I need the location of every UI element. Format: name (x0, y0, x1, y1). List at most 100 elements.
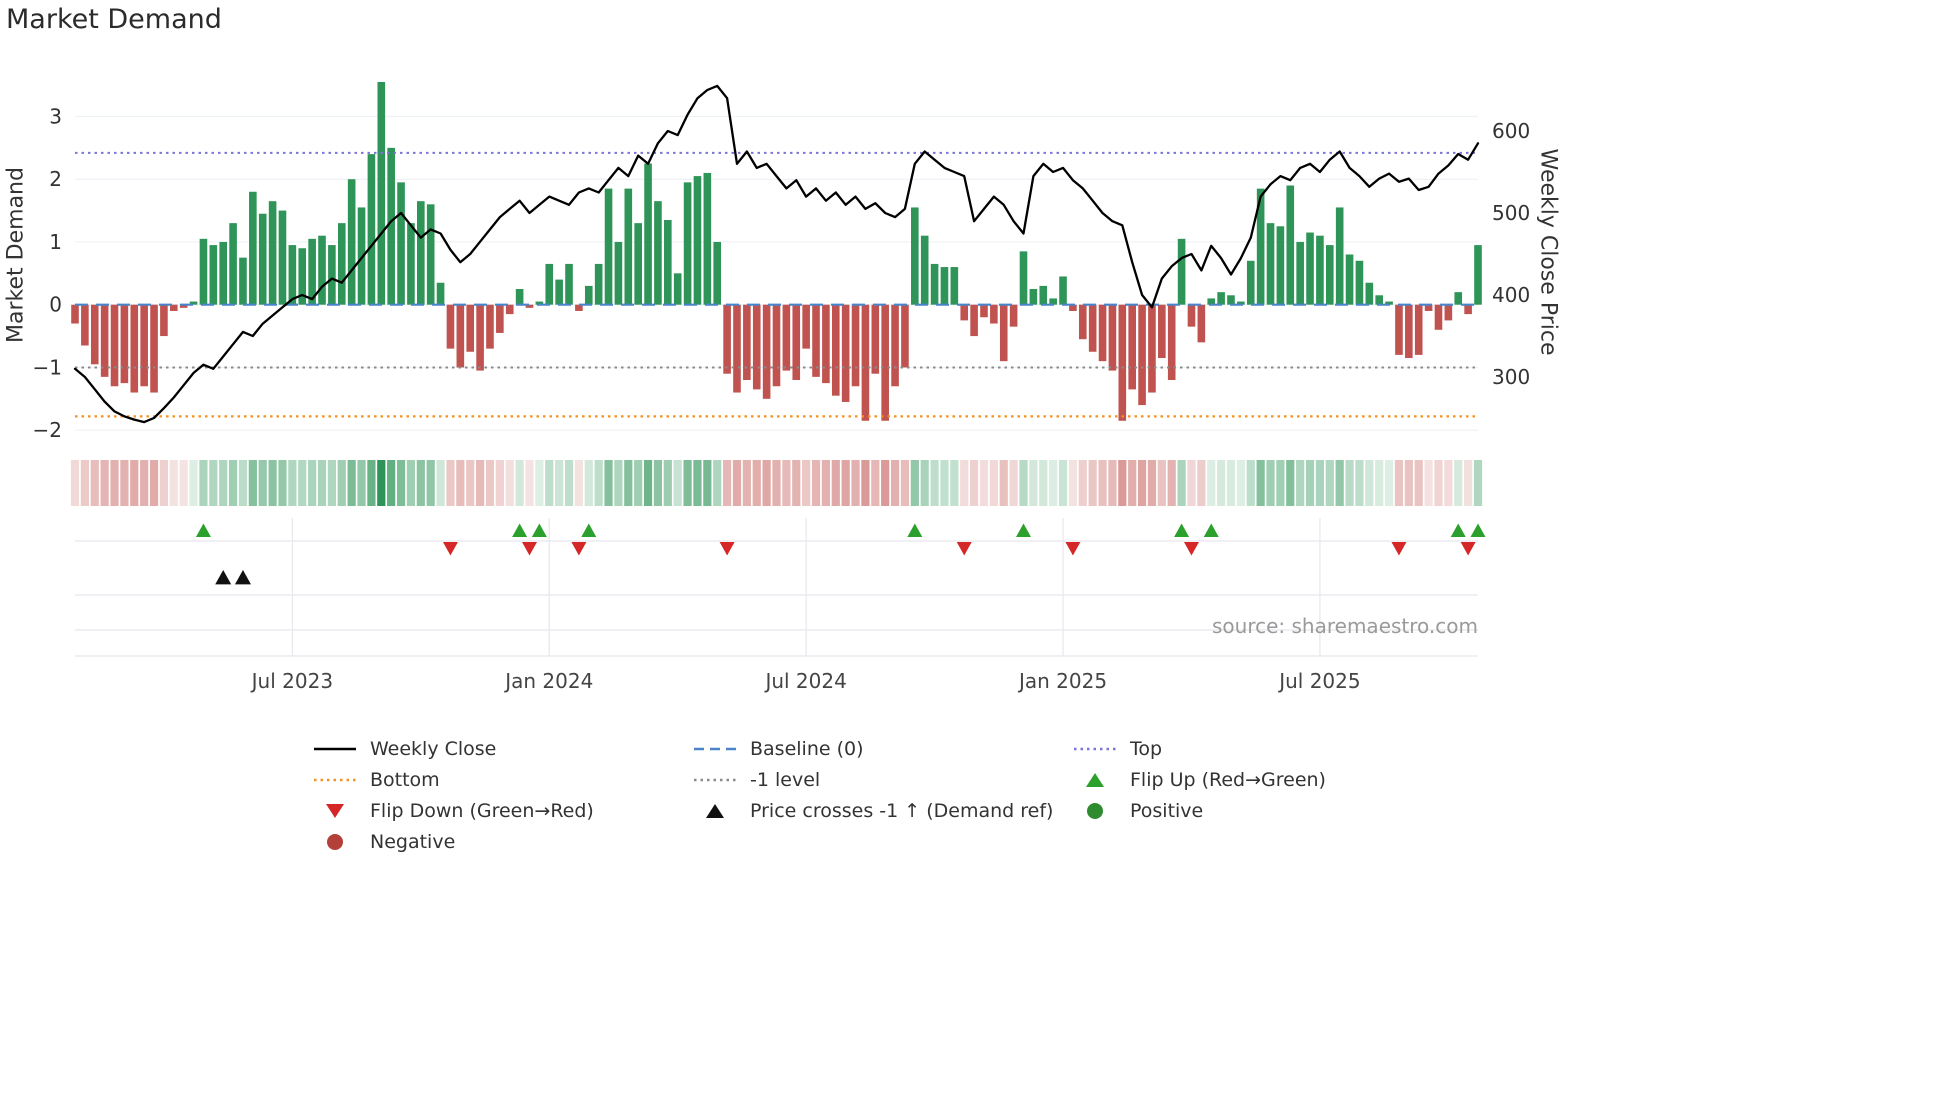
heatmap-cell (228, 460, 238, 506)
legend-label: Baseline (0) (750, 738, 864, 760)
demand-bar-positive (1454, 292, 1463, 305)
demand-bar-negative (1009, 304, 1018, 327)
demand-bar-positive (1355, 260, 1364, 305)
demand-bar-negative (733, 304, 741, 393)
demand-bar-positive (278, 210, 287, 305)
demand-bar-positive (1019, 251, 1028, 305)
demand-bar-positive (249, 191, 257, 305)
demand-bar-negative (496, 304, 504, 333)
dotted-line-icon (692, 770, 738, 790)
demand-bar-positive (426, 204, 435, 305)
demand-bar-negative (822, 304, 830, 384)
demand-bar-negative (1148, 304, 1156, 393)
demand-bar-negative (831, 304, 840, 396)
heatmap-cell (693, 460, 702, 506)
heatmap-cell (1266, 460, 1275, 506)
demand-bar-negative (1069, 304, 1077, 311)
heatmap-cell (940, 460, 949, 506)
flip-up-marker (531, 523, 547, 537)
heatmap-cell (1246, 460, 1255, 506)
heatmap-cell (851, 460, 860, 506)
heatmap-cell (900, 460, 910, 506)
heatmap-cell (258, 460, 267, 506)
demand-bar-negative (861, 304, 870, 421)
heatmap-cell (199, 460, 208, 506)
y-right-tick-label: 500 (1492, 201, 1530, 225)
x-tick-label: Jul 2025 (1277, 669, 1360, 693)
flip-up-marker (1174, 523, 1190, 537)
heatmap-cell (238, 460, 248, 506)
heatmap-cell (525, 460, 534, 506)
heatmap-cell (169, 460, 178, 506)
heatmap-cell (70, 460, 80, 506)
demand-bar-positive (1217, 292, 1225, 305)
heatmap-cell (881, 460, 890, 506)
heatmap-cell (792, 460, 801, 506)
demand-bar-positive (357, 207, 366, 305)
heatmap-cell (1444, 460, 1453, 506)
demand-bar-positive (1207, 298, 1216, 305)
heatmap-cell (683, 460, 692, 506)
demand-bar-positive (693, 176, 702, 305)
flip-up-marker (1470, 523, 1486, 537)
demand-bar-positive (1039, 285, 1048, 305)
heatmap-cell (802, 460, 811, 506)
heatmap-cell (653, 460, 663, 506)
flip-down-marker (1065, 542, 1081, 556)
solid-line-icon (312, 739, 358, 759)
heatmap-cell (1088, 460, 1097, 506)
heatmap-cell (1325, 460, 1334, 506)
demand-bar-positive (920, 235, 929, 305)
heatmap-cell (1029, 460, 1038, 506)
demand-bar-negative (100, 304, 109, 377)
demand-bar-positive (703, 172, 712, 305)
heatmap-cell (90, 460, 99, 506)
demand-bar-positive (1266, 223, 1275, 305)
legend-item-flip-up: Flip Up (Red→Green) (1072, 769, 1412, 791)
demand-bar-negative (1167, 304, 1176, 380)
heatmap-cell (1078, 460, 1087, 506)
flip-down-marker (1391, 542, 1407, 556)
flip-up-marker (1016, 523, 1032, 537)
heatmap-cell (209, 460, 218, 506)
heatmap-cell (930, 460, 939, 506)
demand-bar-positive (1256, 188, 1265, 305)
demand-bar-positive (535, 301, 544, 305)
heatmap-cell (594, 460, 603, 506)
heatmap-cell (406, 460, 416, 506)
demand-bar-positive (347, 179, 356, 305)
demand-bar-negative (1187, 304, 1196, 327)
heatmap-cell (1345, 460, 1354, 506)
demand-bar-positive (1276, 226, 1285, 305)
heatmap-cell (288, 460, 297, 506)
heatmap-cell (1098, 460, 1107, 506)
demand-bar-positive (664, 220, 672, 305)
heatmap-cell (1365, 460, 1374, 506)
demand-bar-positive (713, 241, 722, 305)
demand-bar-positive (229, 223, 237, 305)
flip-up-marker (907, 523, 923, 537)
circle-icon (312, 832, 358, 852)
heatmap-cell (1375, 460, 1384, 506)
heatmap-cell (1296, 460, 1305, 506)
demand-bar-negative (1444, 304, 1453, 321)
demand-bar-negative (160, 304, 168, 337)
demand-bar-positive (545, 263, 554, 305)
heatmap-cell (120, 460, 129, 506)
demand-bar-positive (298, 248, 307, 305)
y-left-tick-label: 1 (49, 230, 62, 254)
demand-bar-positive (1177, 238, 1186, 305)
heatmap-cell (811, 460, 821, 506)
heatmap-cell (732, 460, 742, 506)
heatmap-cell (673, 460, 682, 506)
heatmap-cell (248, 460, 257, 506)
demand-bar-positive (1049, 298, 1057, 305)
demand-bar-negative (812, 304, 820, 377)
heatmap-cell (1384, 460, 1394, 506)
heatmap-cell (782, 460, 791, 506)
demand-bar-positive (219, 241, 228, 305)
legend-label: Flip Down (Green→Red) (370, 800, 594, 822)
demand-bar-positive (367, 154, 376, 305)
legend-item-flip-down: Flip Down (Green→Red) (312, 800, 692, 822)
demand-bar-negative (1424, 304, 1433, 311)
